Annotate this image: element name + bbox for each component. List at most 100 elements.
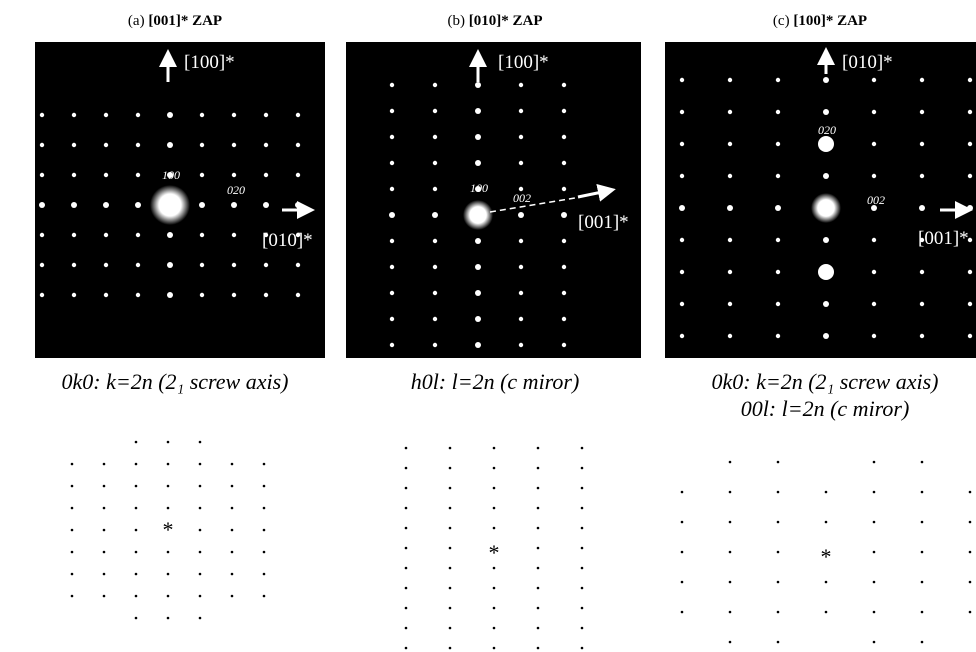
sim-spot bbox=[581, 527, 584, 530]
spot bbox=[390, 343, 394, 347]
spot bbox=[872, 270, 876, 274]
spot bbox=[167, 232, 173, 238]
sim-spot bbox=[167, 507, 170, 510]
spot bbox=[920, 142, 924, 146]
sim-spot bbox=[231, 485, 234, 488]
spot bbox=[872, 142, 876, 146]
sim-spot bbox=[493, 507, 496, 510]
sim-spot bbox=[135, 529, 138, 532]
panel-label: (c) bbox=[773, 13, 790, 29]
spot bbox=[818, 136, 834, 152]
spot bbox=[433, 135, 437, 139]
sim-spot bbox=[199, 441, 202, 444]
sim-spot bbox=[537, 607, 540, 610]
sim-spot bbox=[167, 463, 170, 466]
spot bbox=[200, 113, 204, 117]
sim-spot bbox=[199, 551, 202, 554]
sim-spot bbox=[71, 529, 74, 532]
sim-spot bbox=[231, 573, 234, 576]
axis-label: [001]* bbox=[918, 228, 969, 249]
spot bbox=[519, 239, 523, 243]
sim-spot bbox=[135, 463, 138, 466]
sim-spot bbox=[873, 581, 876, 584]
spot bbox=[679, 205, 685, 211]
spot bbox=[167, 142, 173, 148]
sim-spot bbox=[581, 607, 584, 610]
spot bbox=[264, 113, 268, 117]
sim-spot bbox=[825, 521, 828, 524]
sim-spot bbox=[581, 587, 584, 590]
sim-spot bbox=[537, 447, 540, 450]
spot bbox=[519, 109, 523, 113]
sim-spot bbox=[263, 573, 266, 576]
spot bbox=[390, 83, 394, 87]
spot bbox=[818, 264, 834, 280]
sim-spot bbox=[493, 627, 496, 630]
sim-spot bbox=[493, 567, 496, 570]
spot bbox=[200, 293, 204, 297]
spot bbox=[728, 238, 732, 242]
spot bbox=[680, 270, 684, 274]
spot bbox=[968, 78, 972, 82]
sim-spot bbox=[873, 551, 876, 554]
sim-spot bbox=[103, 573, 106, 576]
sim-spot bbox=[921, 491, 924, 494]
center-spot bbox=[463, 200, 493, 230]
spot bbox=[232, 173, 236, 177]
sim-spot bbox=[449, 547, 452, 550]
spot bbox=[135, 202, 141, 208]
sim-spot bbox=[581, 467, 584, 470]
center-mark: * bbox=[163, 517, 174, 542]
sim-spot bbox=[729, 461, 732, 464]
sim-spot bbox=[449, 507, 452, 510]
spot bbox=[475, 342, 481, 348]
spot bbox=[475, 108, 481, 114]
sim-spot bbox=[405, 567, 408, 570]
spot bbox=[968, 110, 972, 114]
spot bbox=[562, 135, 566, 139]
sim-spot bbox=[825, 611, 828, 614]
spot bbox=[562, 239, 566, 243]
spot bbox=[71, 202, 77, 208]
sim-spot bbox=[103, 551, 106, 554]
spot bbox=[562, 343, 566, 347]
spot bbox=[264, 293, 268, 297]
spot bbox=[296, 113, 300, 117]
spot bbox=[475, 82, 481, 88]
spot bbox=[475, 316, 481, 322]
spot bbox=[264, 143, 268, 147]
spot bbox=[72, 233, 76, 237]
sim-spot bbox=[135, 441, 138, 444]
sim-spot bbox=[777, 611, 780, 614]
spot-label: 100 bbox=[162, 168, 180, 182]
sim-spot bbox=[263, 485, 266, 488]
spot bbox=[200, 233, 204, 237]
spot bbox=[519, 135, 523, 139]
sim-spot bbox=[681, 551, 684, 554]
spot bbox=[72, 263, 76, 267]
sim-spot bbox=[449, 447, 452, 450]
center-spot bbox=[150, 185, 190, 225]
spot bbox=[104, 263, 108, 267]
sim-spot bbox=[493, 487, 496, 490]
sim-spot bbox=[199, 595, 202, 598]
spot bbox=[72, 113, 76, 117]
spot bbox=[562, 83, 566, 87]
sim-spot bbox=[199, 507, 202, 510]
axis-label: [010]* bbox=[842, 52, 893, 73]
spot bbox=[561, 212, 567, 218]
spot bbox=[823, 237, 829, 243]
spot bbox=[776, 110, 780, 114]
sim-spot bbox=[405, 607, 408, 610]
sim-spot bbox=[405, 587, 408, 590]
spot bbox=[136, 143, 140, 147]
spot bbox=[968, 302, 972, 306]
sim-spot bbox=[231, 463, 234, 466]
sim-spot bbox=[729, 521, 732, 524]
panel-zone: [100]* ZAP bbox=[793, 13, 867, 29]
sim-spot bbox=[405, 627, 408, 630]
spot bbox=[40, 143, 44, 147]
sim-spot bbox=[135, 573, 138, 576]
spot bbox=[680, 78, 684, 82]
sim-spot bbox=[825, 581, 828, 584]
